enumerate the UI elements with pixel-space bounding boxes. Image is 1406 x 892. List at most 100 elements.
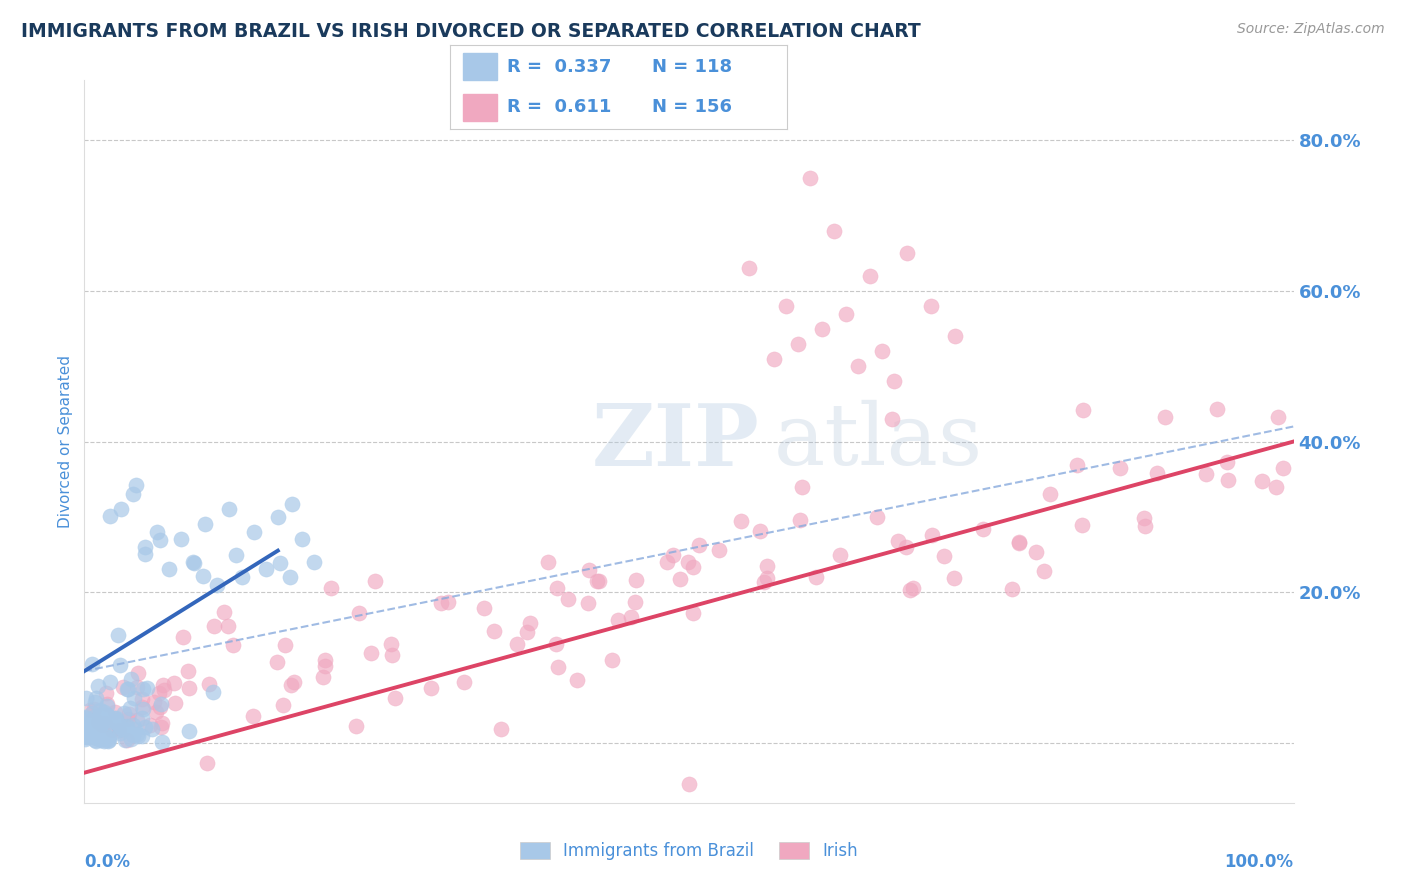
- Irish: [547, 659, 569, 673]
- Irish: [179, 681, 201, 695]
- Irish: [118, 707, 141, 722]
- Irish: [319, 581, 342, 595]
- Irish: [600, 653, 623, 667]
- Irish: [1133, 518, 1156, 533]
- FancyBboxPatch shape: [464, 54, 498, 80]
- Irish: [1039, 487, 1062, 501]
- Irish: [786, 336, 808, 351]
- Irish: [131, 692, 153, 706]
- Immigrants from Brazil: [80, 657, 103, 672]
- Irish: [115, 732, 138, 747]
- Irish: [620, 609, 643, 624]
- Irish: [87, 715, 110, 730]
- Immigrants from Brazil: [121, 673, 143, 687]
- Irish: [107, 723, 129, 738]
- Irish: [1267, 410, 1289, 425]
- Irish: [314, 659, 336, 673]
- Immigrants from Brazil: [76, 731, 98, 745]
- Irish: [624, 594, 647, 608]
- Irish: [381, 648, 404, 662]
- Immigrants from Brazil: [91, 713, 114, 727]
- Immigrants from Brazil: [183, 556, 205, 570]
- Irish: [585, 574, 607, 588]
- Immigrants from Brazil: [141, 722, 163, 736]
- Irish: [1032, 564, 1054, 578]
- Irish: [172, 630, 194, 644]
- Irish: [752, 574, 775, 589]
- Text: R =  0.337: R = 0.337: [508, 58, 612, 76]
- Irish: [266, 655, 288, 669]
- Irish: [472, 601, 495, 615]
- Immigrants from Brazil: [93, 705, 115, 719]
- Immigrants from Brazil: [94, 731, 117, 745]
- Irish: [280, 678, 302, 692]
- Irish: [127, 680, 149, 694]
- Irish: [880, 412, 903, 426]
- Irish: [1071, 403, 1094, 417]
- Immigrants from Brazil: [108, 658, 131, 673]
- Immigrants from Brazil: [97, 730, 120, 744]
- Immigrants from Brazil: [98, 674, 121, 689]
- Immigrants from Brazil: [90, 716, 112, 731]
- Immigrants from Brazil: [194, 517, 217, 532]
- Immigrants from Brazil: [87, 729, 110, 743]
- Irish: [364, 574, 387, 588]
- Irish: [678, 777, 700, 791]
- Immigrants from Brazil: [111, 723, 134, 737]
- Irish: [762, 351, 785, 366]
- Irish: [202, 619, 225, 633]
- Immigrants from Brazil: [98, 713, 121, 727]
- Immigrants from Brazil: [254, 562, 277, 576]
- Immigrants from Brazil: [117, 682, 139, 697]
- Immigrants from Brazil: [115, 718, 138, 732]
- Irish: [314, 653, 336, 667]
- Irish: [835, 307, 858, 321]
- Immigrants from Brazil: [107, 718, 129, 732]
- Irish: [846, 359, 869, 374]
- Immigrants from Brazil: [302, 555, 325, 569]
- Irish: [197, 677, 219, 691]
- Irish: [896, 246, 918, 260]
- Immigrants from Brazil: [75, 710, 97, 724]
- Irish: [1206, 402, 1229, 417]
- Irish: [176, 664, 198, 678]
- Irish: [430, 596, 453, 610]
- Irish: [127, 666, 149, 681]
- Immigrants from Brazil: [125, 477, 148, 491]
- Irish: [346, 719, 368, 733]
- Irish: [789, 513, 811, 527]
- Text: 0.0%: 0.0%: [84, 854, 131, 871]
- Irish: [1264, 480, 1286, 494]
- Immigrants from Brazil: [191, 568, 214, 582]
- Irish: [360, 646, 382, 660]
- Immigrants from Brazil: [127, 729, 149, 743]
- Immigrants from Brazil: [75, 711, 97, 725]
- Irish: [756, 559, 779, 574]
- Irish: [491, 722, 513, 736]
- Immigrants from Brazil: [76, 720, 98, 734]
- Irish: [101, 723, 124, 737]
- Immigrants from Brazil: [107, 628, 129, 642]
- Immigrants from Brazil: [82, 706, 104, 720]
- Irish: [942, 571, 965, 585]
- Immigrants from Brazil: [75, 716, 97, 731]
- Immigrants from Brazil: [96, 708, 118, 723]
- Irish: [668, 572, 690, 586]
- Immigrants from Brazil: [179, 724, 201, 739]
- Immigrants from Brazil: [75, 731, 97, 746]
- FancyBboxPatch shape: [464, 94, 498, 120]
- Irish: [505, 637, 527, 651]
- Irish: [775, 299, 797, 313]
- Immigrants from Brazil: [89, 707, 111, 722]
- Immigrants from Brazil: [83, 733, 105, 747]
- Immigrants from Brazil: [87, 731, 110, 745]
- Irish: [662, 548, 685, 562]
- Irish: [934, 549, 956, 563]
- Immigrants from Brazil: [84, 724, 107, 739]
- Irish: [655, 556, 678, 570]
- Irish: [312, 670, 335, 684]
- Irish: [1008, 536, 1031, 550]
- Irish: [1250, 474, 1272, 488]
- Immigrants from Brazil: [267, 509, 290, 524]
- Immigrants from Brazil: [207, 577, 229, 591]
